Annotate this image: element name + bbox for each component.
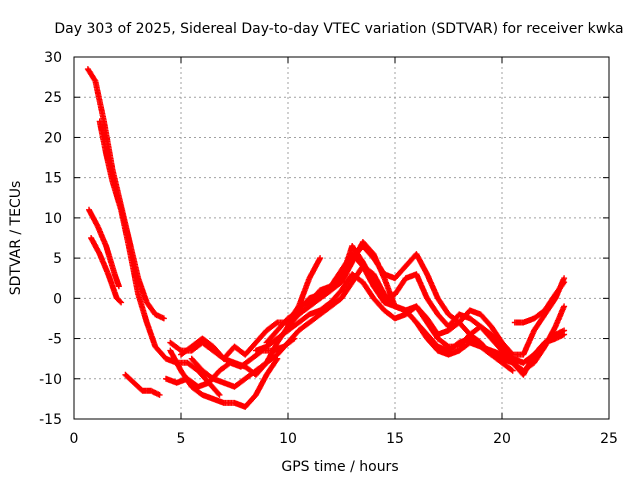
series-track-15 <box>511 279 568 326</box>
y-tick-label: -5 <box>48 332 62 348</box>
y-tick-label: 30 <box>44 50 62 66</box>
series-marks <box>88 235 125 306</box>
y-tick-label: -15 <box>39 412 62 428</box>
y-tick-label: 25 <box>44 90 62 106</box>
plot-frame <box>73 56 610 420</box>
y-tick-label: 15 <box>44 171 62 187</box>
x-tick-label: 0 <box>70 431 79 447</box>
series-marks <box>86 206 122 290</box>
y-tick-label: 5 <box>53 251 62 267</box>
series-track-2 <box>96 118 223 398</box>
grid <box>74 57 609 419</box>
series-track-5 <box>122 371 163 398</box>
y-tick-label: 0 <box>53 291 62 307</box>
x-tick-label: 5 <box>177 431 186 447</box>
y-axis-label: SDTVAR / TECUs <box>8 181 24 296</box>
series-marks <box>306 239 568 366</box>
series-marks <box>511 279 568 326</box>
series-marks <box>96 118 223 398</box>
axis-ticks: 0 5 10 15 20 25 -15 -10 -5 0 5 10 15 20 25 30 <box>39 50 618 447</box>
series-track-14 <box>306 239 568 366</box>
x-tick-label: 25 <box>600 431 618 447</box>
series-marks <box>122 371 163 398</box>
series-track-4 <box>88 235 125 306</box>
y-tick-label: 20 <box>44 130 62 146</box>
series-track-3 <box>86 206 122 290</box>
data-points <box>84 66 568 410</box>
x-tick-label: 10 <box>279 431 297 447</box>
x-tick-label: 15 <box>386 431 404 447</box>
x-axis-label: GPS time / hours <box>281 459 398 475</box>
y-tick-label: -10 <box>39 372 62 388</box>
x-tick-label: 20 <box>493 431 511 447</box>
chart-title: Day 303 of 2025, Sidereal Day-to-day VTE… <box>54 21 623 37</box>
y-tick-label: 10 <box>44 211 62 227</box>
